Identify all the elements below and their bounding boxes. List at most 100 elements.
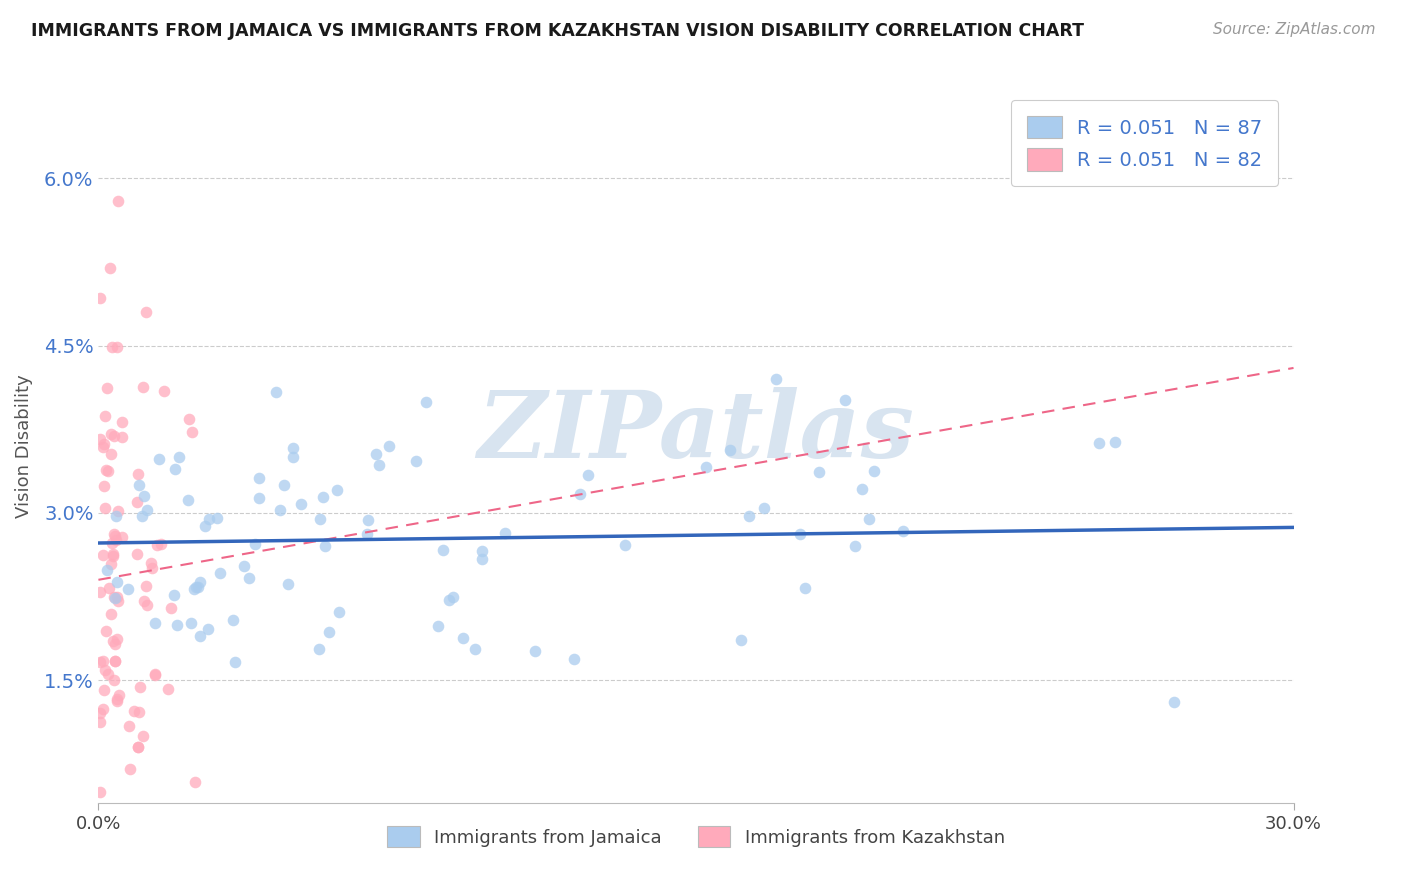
Point [111,415,134,429]
Point [187,580,209,594]
Point [844,539,866,553]
Point [188,575,211,590]
Point [143,615,166,630]
Point [793,581,815,595]
Point [134,594,156,608]
Point [738,509,761,524]
Point [107,590,129,604]
Point [111,531,134,545]
Point [103,547,125,561]
Point [105,632,128,646]
Point [752,500,775,515]
Point [357,513,380,527]
Point [159,600,181,615]
Point [718,442,741,457]
Text: ZIPatlas: ZIPatlas [478,387,914,476]
Point [264,385,287,400]
Point [146,538,169,552]
Point [127,739,149,754]
Point [1087,435,1109,450]
Point [125,547,148,561]
Point [105,340,128,354]
Text: Source: ZipAtlas.com: Source: ZipAtlas.com [1212,22,1375,37]
Point [183,582,205,596]
Point [94,409,117,423]
Point [127,740,149,755]
Point [132,490,155,504]
Point [197,622,219,636]
Point [103,590,125,604]
Legend: Immigrants from Jamaica, Immigrants from Kazakhstan: Immigrants from Jamaica, Immigrants from… [380,819,1012,855]
Point [125,494,148,508]
Point [135,579,157,593]
Point [94,663,117,677]
Point [135,305,157,319]
Point [181,425,204,439]
Point [273,478,295,492]
Point [247,471,270,485]
Point [207,511,229,525]
Point [308,642,330,657]
Point [104,528,127,542]
Point [180,615,202,630]
Y-axis label: Vision Disability: Vision Disability [14,374,32,518]
Point [524,644,547,658]
Point [120,762,142,776]
Point [100,557,122,571]
Point [568,487,591,501]
Point [111,430,134,444]
Point [104,653,127,667]
Point [858,512,880,526]
Point [107,594,129,608]
Point [614,538,637,552]
Point [97,582,120,596]
Point [194,519,217,533]
Point [91,549,114,563]
Point [107,504,129,518]
Point [89,785,111,799]
Point [277,577,299,591]
Point [312,490,335,504]
Point [243,537,266,551]
Point [107,194,129,208]
Point [153,384,176,398]
Point [247,491,270,505]
Point [104,654,127,668]
Point [89,432,111,446]
Point [314,539,336,553]
Point [122,704,145,718]
Point [232,559,254,574]
Point [364,447,387,461]
Point [283,450,305,465]
Point [131,508,153,523]
Point [93,683,115,698]
Point [325,483,347,497]
Point [91,654,114,668]
Point [808,466,831,480]
Point [281,441,304,455]
Point [165,462,187,476]
Point [562,652,585,666]
Point [309,512,332,526]
Point [101,535,124,549]
Point [103,428,125,442]
Point [269,503,291,517]
Point [290,497,312,511]
Point [105,694,128,708]
Point [208,566,231,580]
Point [427,619,450,633]
Point [141,560,163,574]
Point [100,447,122,461]
Point [101,634,124,648]
Point [318,624,340,639]
Point [184,580,207,594]
Point [93,436,115,450]
Point [143,668,166,682]
Point [132,380,155,394]
Point [89,655,111,669]
Point [238,571,260,585]
Point [765,372,787,386]
Point [863,464,886,478]
Point [94,463,117,477]
Point [471,543,494,558]
